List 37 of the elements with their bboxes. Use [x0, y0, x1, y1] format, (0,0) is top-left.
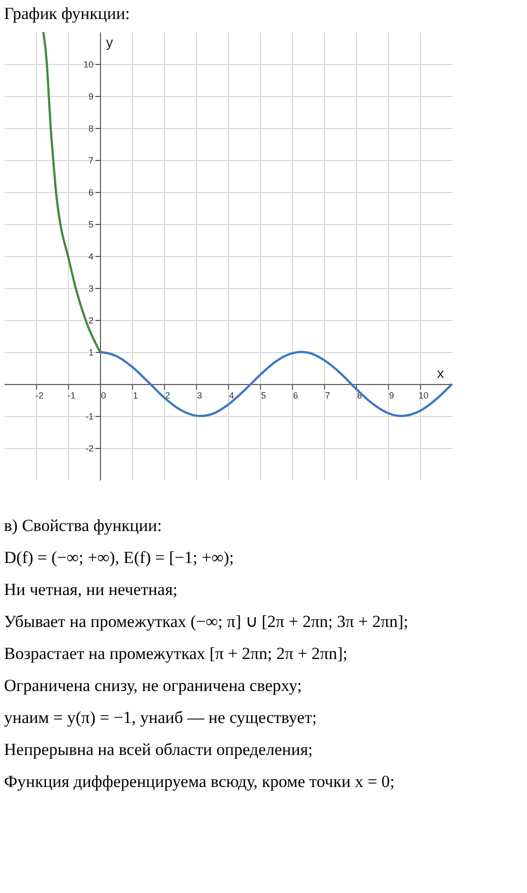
x-tick-label: 3 [196, 390, 202, 400]
text: Функция дифференцируема всюду, кроме точки x = 0; [4, 772, 395, 791]
text: Ни четная, ни нечетная; [4, 580, 178, 599]
text: Возрастает на промежутках [π + 2πn; 2π + 2πn]; [4, 644, 348, 663]
y-tick-label: 4 [88, 252, 94, 262]
x-tick-label: 5 [260, 390, 266, 400]
y-tick-label: 1 [88, 348, 94, 358]
y-tick-label: -1 [85, 412, 94, 422]
y-tick-label: 10 [83, 60, 94, 70]
y-tick-label: 8 [88, 124, 94, 134]
x-tick-label: 4 [228, 390, 234, 400]
x-tick-label: 9 [388, 390, 394, 400]
y-tick-label: 7 [88, 156, 94, 166]
x-tick-label: 1 [132, 390, 138, 400]
y-tick-label: 9 [88, 92, 94, 102]
y-tick-label: 2 [88, 316, 94, 326]
line-series [42, 30, 102, 354]
text: D(f) = (−∞; +∞), E(f) = [−1; +∞); [4, 548, 234, 567]
y-axis-title: y [106, 34, 113, 50]
text: Непрерывна на всей области определения; [4, 740, 313, 759]
x-axis-title: x [437, 365, 444, 381]
x-tick-label: 0 [100, 390, 106, 400]
x-tick-label: -1 [67, 390, 76, 400]
text: Убывает на промежутках (−∞; π] ∪ [2π + 2πn; 3π + 2πn]; [4, 612, 408, 631]
text: в) Свойства функции: [4, 516, 162, 535]
x-tick-label: 7 [324, 390, 330, 400]
y-tick-label: -2 [85, 444, 94, 454]
text: yнаим = y(π) = −1, yнаиб — не существует; [4, 708, 317, 727]
chart-title: График функции: [4, 4, 130, 23]
text: Ограничена снизу, не ограничена сверху; [4, 676, 302, 695]
y-tick-label: 6 [88, 188, 94, 198]
line-series [98, 350, 454, 418]
y-tick-label: 5 [88, 220, 94, 230]
x-tick-label: 10 [418, 390, 429, 400]
x-tick-label: -2 [35, 390, 44, 400]
y-tick-label: 3 [88, 284, 94, 294]
x-tick-label: 6 [292, 390, 298, 400]
